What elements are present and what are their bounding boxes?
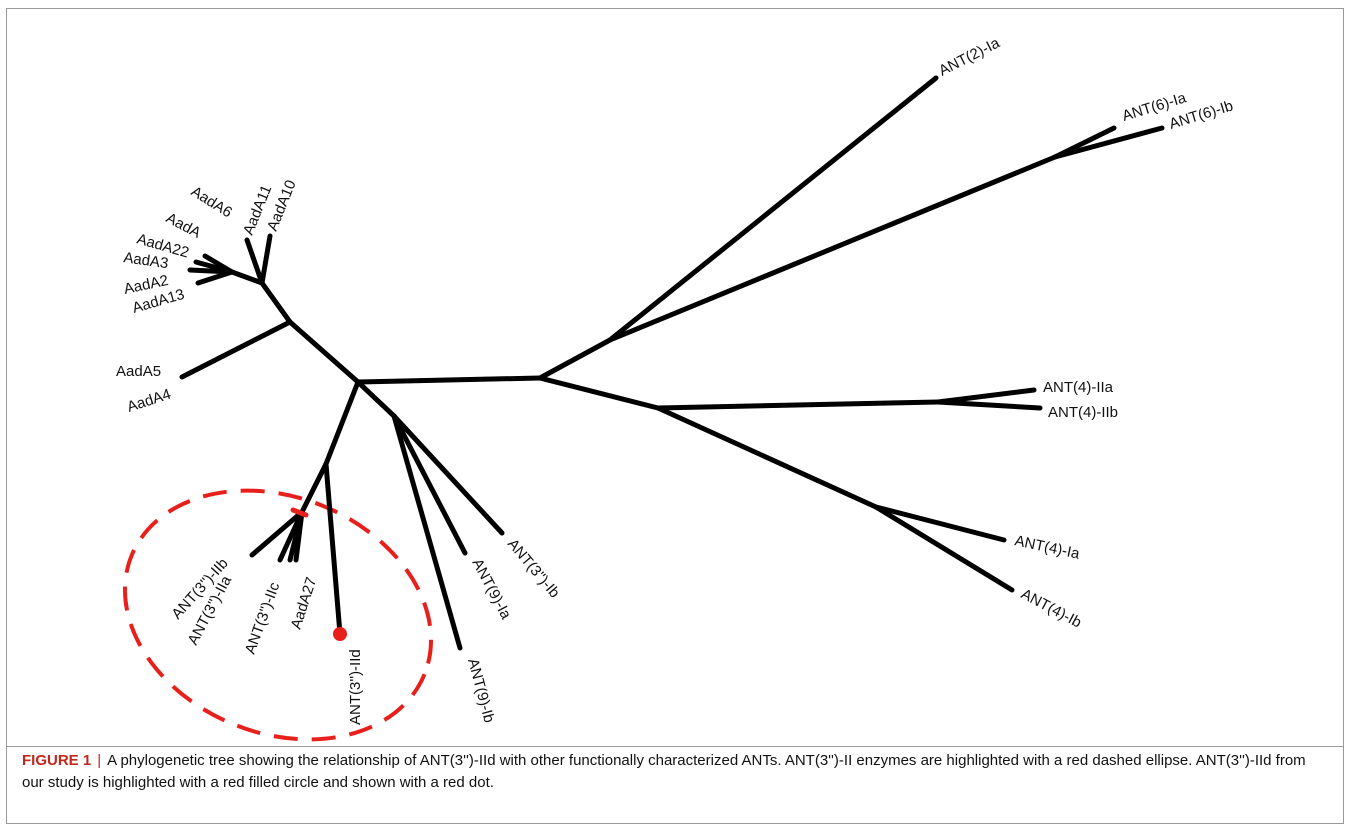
clade-marker-tick [290,507,309,518]
leaf-label-ant9-ib: ANT(9)-Ib [464,657,497,725]
branch-ant4-iib [935,399,1043,411]
branch-aada2 [195,269,235,286]
figure-caption: FIGURE 1 | A phylogenetic tree showing the… [22,750,1322,794]
branch-ant3-ib [391,413,505,536]
leaf-label-ant4-ia: ANT(4)-Ia [1013,532,1082,562]
leaf-label-ant3-iid: ANT(3'')-IId [347,649,364,725]
branch-ant3ii-stem [323,379,361,467]
branch-aada-main [287,319,361,385]
leaf-label-aada5: AadA5 [116,363,161,380]
leaf-label-aada27: AadA27 [288,575,321,631]
leaf-label-ant4-iia: ANT(4)-IIa [1043,379,1114,396]
branch-ant4ii-stem [655,399,941,411]
internal-branches [229,154,1058,515]
leaf-label-aada3: AadA3 [122,249,169,272]
leaf-label-ant3-iic: ANT(3'')-IIc [242,580,284,657]
branch-ant6-ib [1052,125,1165,160]
branch-ant9-ia [391,413,468,556]
branch-ant4-iia [935,387,1037,405]
branch-ant4-ia [873,504,1007,543]
leaf-label-ant4-ib: ANT(4)-Ib [1018,586,1084,632]
caption-divider [7,746,1343,747]
terminal-branches [179,75,1165,651]
leaf-labels: ANT(2)-Ia ANT(6)-Ia ANT(6)-Ib AadA11 Aad… [116,34,1235,725]
branch-ant9-ib [391,413,463,651]
figure-caption-text: A phylogenetic tree showing the relation… [22,752,1306,791]
branch-ant3ii-inner [299,461,329,515]
branch-ant4-ib [873,504,1015,593]
branch-ant6-stem [607,154,1058,343]
branch-ant2-ia [607,75,939,343]
branch-ant4i-stem [655,405,879,510]
phylogenetic-tree: ANT(2)-Ia ANT(6)-Ia ANT(6)-Ib AadA11 Aad… [116,34,1235,742]
figure-label: FIGURE 1 [22,752,92,769]
leaf-label-ant3-ib: ANT(3'')-Ib [504,536,563,602]
branch-aada11 [244,237,265,286]
branch-aada-cluster [229,269,265,286]
branch-right-lower [537,375,661,411]
ant3-iid-red-dot [333,627,347,641]
clade-highlight-ellipse [122,488,434,742]
leaf-label-aada6: AadA6 [188,183,235,221]
branch-aada27 [293,509,305,563]
branch-root-right [355,375,543,385]
figure-label-separator: | [97,752,102,769]
branch-ant3-iib [249,509,305,558]
leaf-label-ant9-ia: ANT(9)-Ia [468,556,514,623]
leaf-label-aada10: AadA10 [264,178,300,234]
leaf-label-aada4: AadA4 [125,386,173,416]
leaf-label-ant2-ia: ANT(2)-Ia [936,34,1003,79]
leaf-label-ant4-iib: ANT(4)-IIb [1048,404,1118,421]
branch-aada-upper [259,280,293,325]
leaf-label-aada: AadA [163,210,203,242]
branch-right-upper [537,337,613,381]
branch-aada5 [179,319,293,380]
branch-ant9-stem [355,379,397,419]
branch-aada10 [259,233,273,286]
branch-ant3-iid [323,461,343,637]
